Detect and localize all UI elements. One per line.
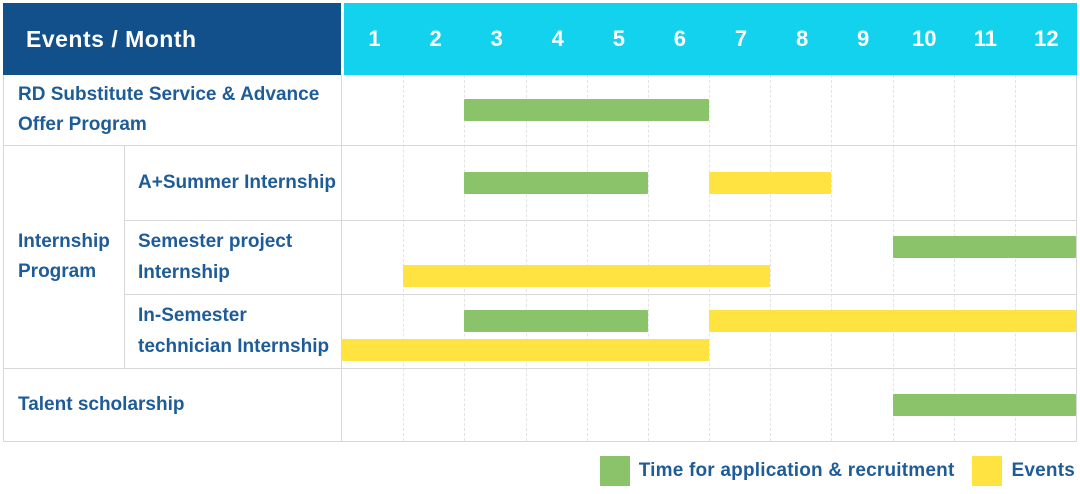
- row-label-in-semester-technician: In-Semester technician Internship: [125, 295, 342, 368]
- timeline-cell: [342, 295, 1076, 368]
- month-header-6: 6: [673, 26, 687, 51]
- row-label-a-plus-summer: A+Summer Internship: [125, 146, 342, 220]
- event-bar: [709, 310, 1076, 332]
- event-bar: [709, 172, 832, 194]
- month-header-7: 7: [734, 26, 748, 51]
- application-bar: [892, 236, 1076, 258]
- timeline-cell: [342, 146, 1076, 220]
- month-header-4: 4: [551, 26, 564, 51]
- internship-subrows: A+Summer Internship Semester project Int…: [125, 146, 1076, 368]
- timeline-cell: [342, 221, 1076, 294]
- table-body: RD Substitute Service & Advance Offer Pr…: [3, 75, 1077, 442]
- legend-item-events: Events: [972, 456, 1075, 486]
- month-header-3: 3: [490, 26, 503, 51]
- month-header-2: 2: [429, 26, 442, 51]
- application-bar: [464, 172, 648, 194]
- legend-label-application: Time for application & recruitment: [638, 460, 955, 481]
- table-row: A+Summer Internship: [125, 146, 1076, 220]
- application-bar: [464, 310, 648, 332]
- legend-label-events: Events: [1011, 460, 1075, 481]
- table-row: Talent scholarship: [4, 369, 1076, 441]
- table-row: Semester project Internship: [125, 220, 1076, 294]
- month-header-12: 12: [1034, 26, 1059, 51]
- events-swatch-icon: [972, 456, 1003, 486]
- table-header: Events / Month 1 2 3 4 5 6 7 8 9 10 11 12: [3, 3, 1077, 75]
- timeline-cell: [342, 75, 1076, 145]
- legend-item-application: Time for application & recruitment: [599, 456, 955, 486]
- row-label-rd-substitute: RD Substitute Service & Advance Offer Pr…: [4, 75, 342, 145]
- month-header-8: 8: [795, 26, 809, 51]
- month-header-11: 11: [973, 26, 997, 51]
- application-bar: [464, 99, 709, 121]
- internship-program-group: Internship Program A+Summer Internship S…: [4, 146, 1076, 369]
- events-month-title: Events / Month: [26, 25, 197, 52]
- month-header-9: 9: [857, 26, 870, 51]
- events-month-header-cell: Events / Month: [3, 3, 341, 75]
- event-bar: [403, 265, 771, 287]
- group-label-internship-program: Internship Program: [4, 146, 125, 368]
- row-label-semester-project: Semester project Internship: [125, 221, 342, 294]
- month-header-5: 5: [612, 26, 625, 51]
- timeline-cell: [342, 369, 1076, 441]
- application-swatch-icon: [599, 456, 630, 486]
- event-bar: [342, 339, 709, 361]
- gantt-table: Events / Month 1 2 3 4 5 6 7 8 9 10 11 12 RD Substi…: [3, 3, 1077, 442]
- row-label-talent-scholarship: Talent scholarship: [4, 369, 342, 441]
- month-header-10: 10: [912, 26, 937, 51]
- month-header-1: 1: [368, 26, 381, 51]
- table-row: RD Substitute Service & Advance Offer Pr…: [4, 75, 1076, 146]
- table-row: In-Semester technician Internship: [125, 294, 1076, 368]
- application-bar: [892, 394, 1076, 416]
- legend: Time for application & recruitment Event…: [599, 454, 1075, 488]
- month-header-row: 1 2 3 4 5 6 7 8 9 10 11 12: [344, 3, 1077, 75]
